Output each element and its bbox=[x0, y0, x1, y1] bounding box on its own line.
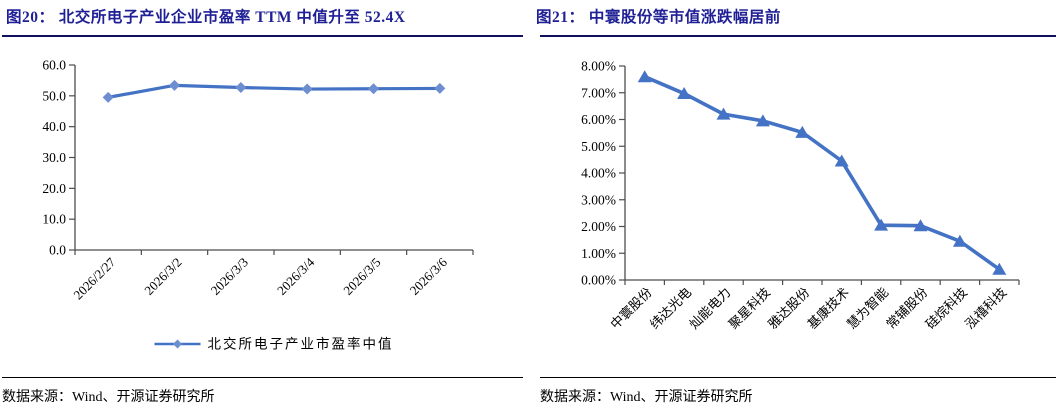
y-tick-label: 1.00% bbox=[581, 246, 616, 261]
figure-21-line-chart: 0.00% 1.00% 2.00% 3.00% 4.00% 5.00% 6.00% 7.00%… bbox=[581, 59, 1020, 332]
x-axis-label: 中寰股份 bbox=[607, 285, 654, 332]
figure-20-title-underline bbox=[2, 35, 523, 37]
y-tick-label: 2.00% bbox=[581, 219, 616, 234]
x-axis-label: 泓禧科技 bbox=[962, 285, 1009, 332]
figure-21-source-text: 数据来源：Wind、开源证券研究所 bbox=[540, 390, 753, 405]
data-point-marker bbox=[368, 83, 379, 95]
legend: 北交所电子产业市盈率中值 bbox=[154, 336, 394, 352]
x-axis-label: 常辅股份 bbox=[883, 285, 930, 332]
x-axis-label: 2026/3/3 bbox=[208, 255, 251, 298]
data-point-marker bbox=[235, 82, 247, 94]
y-tick-label: 7.00% bbox=[581, 85, 616, 100]
data-point-marker bbox=[637, 70, 652, 83]
x-axis-label: 2026/3/6 bbox=[407, 254, 451, 298]
x-axis-label: 聚星科技 bbox=[726, 285, 773, 332]
x-axis-label: 雅达股份 bbox=[765, 285, 812, 332]
y-tick-label: 50.0 bbox=[42, 88, 66, 103]
data-point-marker bbox=[301, 83, 313, 95]
y-tick-label: 30.0 bbox=[42, 150, 66, 165]
data-point-marker bbox=[434, 82, 446, 94]
x-axis-label: 纬达光电 bbox=[647, 285, 694, 332]
figure-20-line-chart: 0.0 10.0 20.0 30.0 40.0 50.0 60.0 2026/2/27 2026… bbox=[42, 58, 474, 352]
y-tick-label: 8.00% bbox=[581, 59, 616, 74]
x-axis-label: 2026/3/2 bbox=[141, 255, 184, 298]
x-axis-label: 慧为智能 bbox=[844, 285, 891, 332]
y-tick-label: 4.00% bbox=[581, 166, 616, 181]
y-tick-label: 60.0 bbox=[42, 58, 66, 73]
figure-21-panel: 图21： 中寰股份等市值涨跌幅居前 0.00% 1.00% 2.00% 3.00% 4.… bbox=[530, 0, 1060, 414]
data-point-marker bbox=[102, 91, 114, 103]
x-axis-label: 2026/2/27 bbox=[70, 254, 118, 302]
x-axis-label: 2026/3/4 bbox=[274, 254, 318, 298]
y-tick-label: 0.00% bbox=[581, 273, 616, 288]
figure-21-title: 图21： 中寰股份等市值涨跌幅居前 bbox=[536, 9, 781, 26]
legend-label: 北交所电子产业市盈率中值 bbox=[208, 336, 394, 352]
figure-20-panel: 图20： 北交所电子产业企业市盈率 TTM 中值升至 52.4X 0.0 10.0… bbox=[2, 9, 523, 406]
data-point-marker bbox=[169, 79, 180, 91]
data-point-marker bbox=[795, 125, 810, 138]
legend-diamond-marker bbox=[173, 339, 182, 349]
y-tick-label: 5.00% bbox=[581, 139, 616, 154]
data-point-marker bbox=[716, 107, 731, 120]
data-point-marker bbox=[992, 262, 1007, 275]
data-point-marker bbox=[834, 154, 849, 167]
figure-21-title-underline bbox=[540, 35, 1056, 37]
data-point-marker bbox=[874, 218, 889, 231]
series-line bbox=[642, 74, 1002, 272]
x-axis-label: 2026/3/5 bbox=[340, 255, 383, 298]
y-tick-label: 3.00% bbox=[581, 192, 616, 207]
x-axis-label: 硅烷科技 bbox=[923, 285, 970, 332]
figure-20-title: 图20： 北交所电子产业企业市盈率 TTM 中值升至 52.4X bbox=[6, 9, 406, 26]
y-tick-label: 6.00% bbox=[581, 112, 616, 127]
data-point-marker bbox=[952, 234, 967, 247]
figure-20-source-text: 数据来源：Wind、开源证券研究所 bbox=[2, 390, 215, 405]
series-line bbox=[106, 83, 442, 99]
y-tick-label: 40.0 bbox=[42, 119, 66, 134]
y-tick-label: 0.0 bbox=[49, 243, 66, 258]
x-axis-label: 基康技术 bbox=[804, 285, 851, 332]
figure-20-source-row: 数据来源：Wind、开源证券研究所 bbox=[2, 377, 523, 406]
data-point-marker bbox=[913, 219, 928, 232]
y-tick-label: 10.0 bbox=[42, 212, 66, 227]
data-point-marker bbox=[755, 114, 770, 127]
figure-21-source-row: 数据来源：Wind、开源证券研究所 bbox=[540, 377, 1056, 406]
y-tick-label: 20.0 bbox=[42, 181, 66, 196]
data-point-marker bbox=[677, 87, 692, 100]
x-axis-label: 灿能电力 bbox=[686, 285, 733, 332]
